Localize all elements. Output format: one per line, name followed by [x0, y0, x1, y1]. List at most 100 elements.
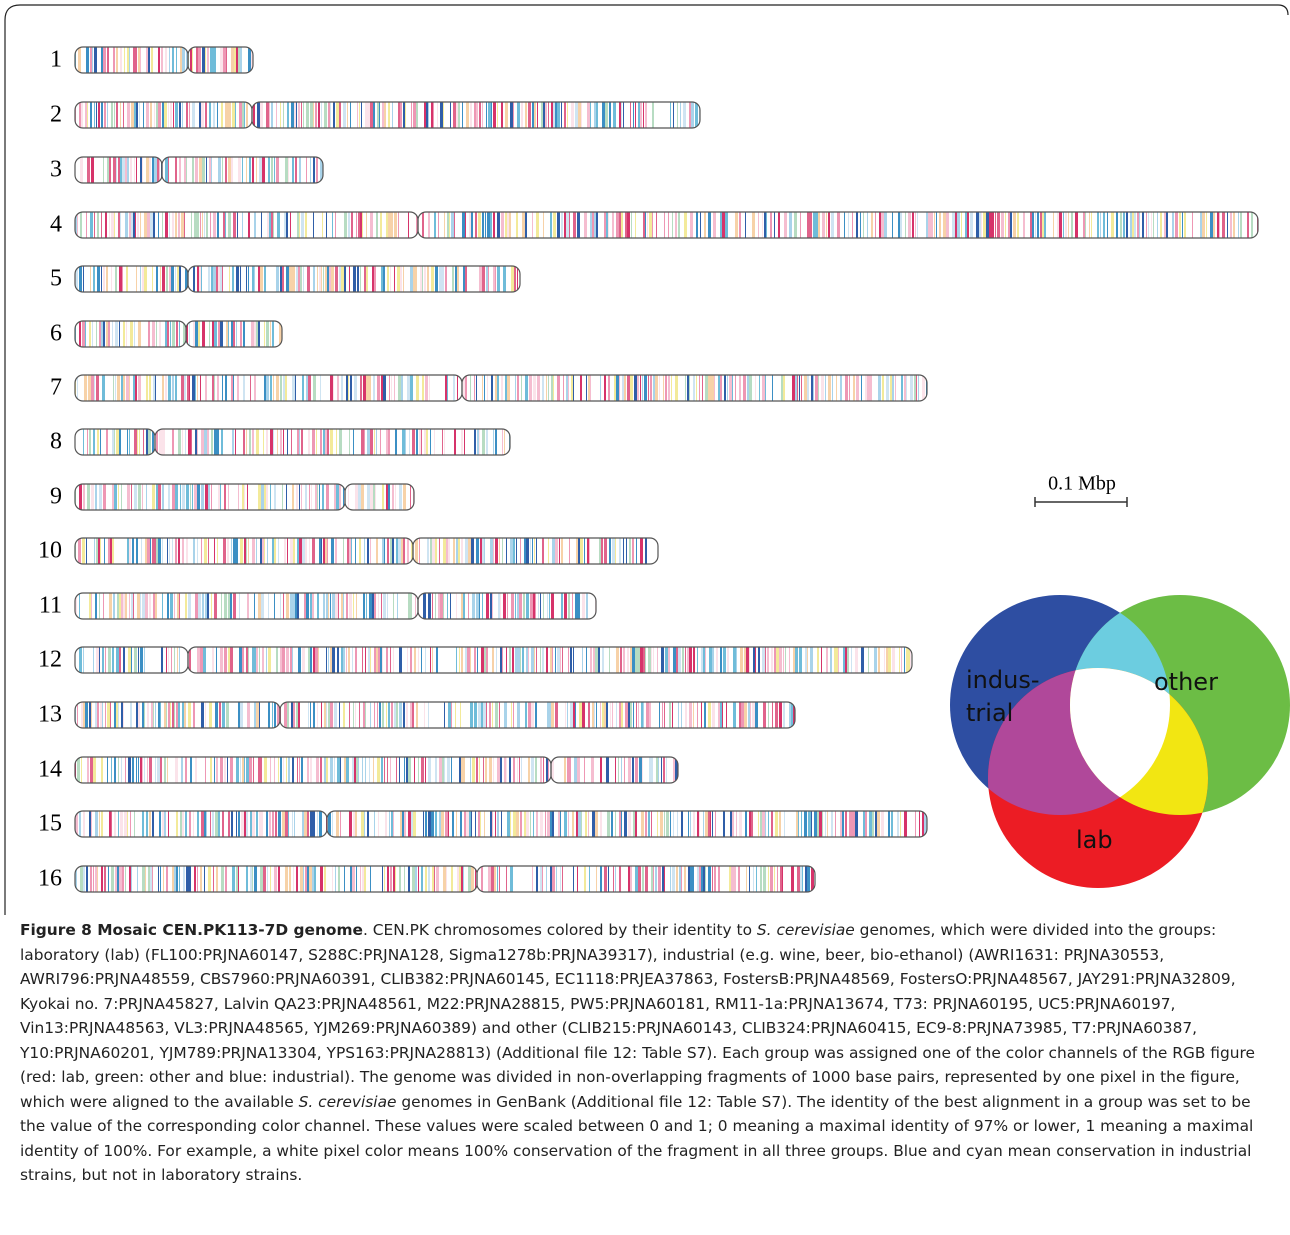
stripe — [1044, 212, 1046, 238]
stripe — [500, 647, 503, 673]
stripe — [374, 429, 375, 455]
stripe — [664, 811, 665, 837]
stripe — [840, 375, 842, 401]
stripe — [676, 647, 678, 673]
stripe — [495, 266, 496, 292]
stripe — [286, 484, 287, 510]
stripe — [330, 102, 331, 128]
stripe — [830, 647, 832, 673]
stripe — [256, 321, 258, 347]
stripe — [452, 266, 454, 292]
stripe — [283, 757, 284, 783]
stripe — [494, 866, 496, 892]
stripe — [448, 702, 451, 728]
stripe — [670, 102, 671, 128]
stripe — [103, 47, 106, 73]
stripe — [204, 811, 206, 837]
stripe — [542, 647, 544, 673]
stripe — [701, 702, 702, 728]
stripe — [248, 266, 249, 292]
stripe — [78, 538, 81, 564]
stripe — [493, 212, 495, 238]
stripe — [309, 538, 310, 564]
stripe — [393, 866, 395, 892]
stripe — [149, 593, 151, 619]
stripe — [292, 266, 295, 292]
stripe — [497, 757, 500, 783]
stripe — [297, 212, 300, 238]
stripe — [104, 538, 105, 564]
stripe — [447, 593, 448, 619]
stripe — [231, 157, 233, 183]
stripe — [1166, 212, 1168, 238]
stripe — [346, 647, 347, 673]
stripe — [555, 538, 558, 564]
stripe — [90, 266, 91, 292]
stripe — [213, 266, 216, 292]
stripe — [826, 647, 828, 673]
stripe — [484, 647, 487, 673]
stripe — [228, 811, 230, 837]
stripe — [758, 811, 759, 837]
stripe — [346, 593, 348, 619]
stripe — [296, 484, 298, 510]
stripe — [892, 212, 893, 238]
stripe — [284, 212, 287, 238]
stripe — [870, 375, 872, 401]
stripe — [516, 212, 518, 238]
stripe — [635, 757, 638, 783]
stripe — [500, 593, 501, 619]
stripe — [662, 866, 664, 892]
stripe — [619, 866, 621, 892]
stripe — [490, 212, 492, 238]
stripe — [543, 757, 544, 783]
stripe — [783, 702, 785, 728]
stripe — [323, 538, 325, 564]
stripe — [828, 212, 830, 238]
stripe — [753, 866, 754, 892]
stripe — [793, 647, 795, 673]
chromosome-label: 3 — [50, 157, 62, 183]
stripe — [129, 866, 132, 892]
stripe — [91, 593, 92, 619]
stripe — [312, 593, 314, 619]
stripe — [377, 102, 380, 128]
stripe — [142, 702, 144, 728]
stripe — [231, 321, 233, 347]
stripe — [625, 702, 628, 728]
stripe — [484, 375, 485, 401]
stripe — [486, 429, 488, 455]
stripe — [838, 647, 839, 673]
stripe — [849, 375, 850, 401]
stripe — [1182, 212, 1183, 238]
chromosome — [75, 811, 927, 837]
stripe — [114, 702, 116, 728]
stripe — [684, 866, 686, 892]
stripe — [172, 702, 175, 728]
stripe — [132, 538, 134, 564]
stripe — [979, 212, 981, 238]
stripe — [464, 811, 466, 837]
stripe — [161, 47, 163, 73]
stripe — [557, 375, 560, 401]
stripe — [270, 866, 271, 892]
stripe — [114, 429, 115, 455]
stripe — [138, 321, 141, 347]
stripe — [355, 702, 356, 728]
stripe — [779, 647, 782, 673]
stripe — [509, 212, 511, 238]
stripe — [424, 429, 427, 455]
stripe — [348, 212, 350, 238]
stripe — [253, 102, 255, 128]
stripe — [681, 702, 682, 728]
stripe — [432, 866, 435, 892]
stripe — [567, 702, 568, 728]
stripe — [240, 266, 241, 292]
stripe — [843, 647, 846, 673]
stripe — [482, 102, 483, 128]
stripe — [366, 212, 367, 238]
stripe — [125, 757, 126, 783]
stripe — [276, 157, 279, 183]
stripe — [330, 702, 333, 728]
stripe — [619, 538, 621, 564]
